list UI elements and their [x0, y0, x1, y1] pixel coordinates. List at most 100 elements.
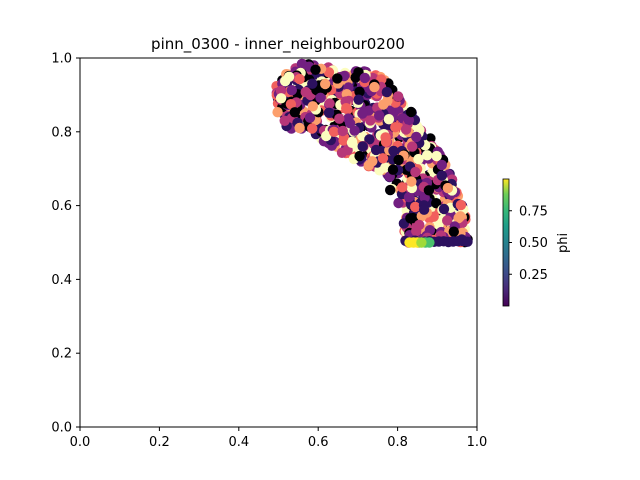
scatter-point	[377, 153, 389, 164]
x-tick-label: 0.8	[387, 435, 408, 450]
scatter-point	[321, 130, 332, 142]
scatter-point	[294, 73, 305, 85]
scatter-point	[403, 191, 415, 203]
colorbar: 0.25 0.50 0.75 phi	[502, 178, 571, 307]
scatter-point	[365, 115, 376, 126]
x-tick-label: 0.2	[149, 435, 170, 450]
scatter-point	[442, 182, 454, 194]
y-axis: 0.0 0.2 0.4 0.6 0.8 1.0	[51, 52, 80, 436]
scatter-point	[286, 85, 297, 96]
scatter-point	[400, 124, 412, 135]
scatter-point	[431, 198, 442, 209]
scatter-point	[397, 182, 408, 193]
scatter-point	[410, 166, 421, 178]
scatter-point	[336, 147, 348, 158]
y-tick-label: 0.6	[51, 199, 72, 214]
scatter-point	[392, 91, 404, 102]
scatter-point	[406, 176, 417, 187]
colorbar-gradient	[502, 178, 510, 307]
x-tick-label: 0.6	[308, 435, 329, 450]
scatter-point	[380, 132, 391, 143]
scatter-point	[307, 123, 318, 134]
scatter-point	[455, 199, 467, 211]
scatter-point	[279, 115, 290, 127]
colorbar-tick-label: 0.75	[519, 204, 548, 219]
plot-area-frame	[79, 57, 478, 428]
y-tick-label: 0.0	[51, 421, 72, 436]
scatter-point	[378, 99, 389, 110]
scatter-point	[337, 125, 348, 137]
scatter-point	[418, 204, 430, 215]
scatter-point	[323, 67, 335, 78]
scatter-point	[405, 106, 417, 118]
scatter-point	[407, 141, 418, 152]
scatter-point	[341, 103, 352, 114]
scatter-point	[359, 72, 370, 84]
chart-title: pinn_0300 - inner_neighbour0200	[151, 35, 405, 54]
colorbar-label: phi	[556, 233, 571, 253]
scatter-point	[387, 164, 399, 175]
scatter-point	[338, 135, 349, 146]
scatter-point	[370, 144, 382, 156]
colorbar-tick-label: 0.50	[519, 236, 548, 251]
x-tick-label: 0.4	[228, 435, 249, 450]
scatter-point-highlight	[416, 237, 427, 248]
colorbar-ticks: 0.25 0.50 0.75	[509, 204, 548, 283]
scatter-point	[328, 126, 340, 137]
scatter-point	[334, 113, 345, 124]
scatter-point	[354, 86, 365, 98]
x-axis: 0.0 0.2 0.4 0.6 0.8 1.0	[70, 427, 488, 450]
scatter-point	[403, 114, 415, 126]
scatter-point	[320, 78, 331, 90]
scatter-point	[323, 107, 335, 119]
scatter-point	[438, 203, 450, 215]
scatter-point	[363, 160, 374, 171]
scatter-point	[275, 85, 287, 97]
y-tick-label: 0.8	[51, 125, 72, 140]
scatter-point	[393, 154, 404, 166]
scatter-point	[369, 81, 380, 93]
colorbar-tick-label: 0.25	[519, 268, 548, 283]
scatter-point	[272, 107, 283, 118]
scatter-point	[422, 150, 433, 161]
scatter-point	[455, 211, 466, 222]
scatter-point	[307, 101, 318, 112]
scatter-point	[296, 58, 308, 70]
scatter-point	[307, 78, 318, 89]
scatter-point	[423, 185, 435, 196]
scatter-point	[357, 141, 368, 152]
scatter-point	[275, 93, 287, 104]
scatter-point	[448, 226, 459, 237]
scatter-point	[346, 137, 358, 148]
scatter-point	[353, 94, 364, 105]
scatter-point	[315, 92, 326, 104]
scatter-point	[300, 86, 311, 98]
scatter-point	[436, 170, 448, 181]
scatter-point	[310, 64, 321, 75]
scatter-point	[413, 153, 424, 165]
scatter-point	[381, 86, 393, 98]
scatter-point	[354, 150, 365, 162]
scatter-point	[383, 114, 395, 125]
scatter-point	[285, 99, 297, 110]
x-tick-label: 1.0	[467, 435, 488, 450]
scatter-point	[364, 134, 375, 145]
scatter-point	[385, 184, 396, 196]
scatter-point	[431, 150, 442, 162]
scatter-point	[410, 201, 421, 213]
points-layer	[271, 58, 473, 248]
scatter-point	[374, 110, 385, 121]
y-tick-label: 1.0	[51, 52, 72, 67]
scatter-point	[349, 125, 360, 136]
scatter-point	[442, 215, 453, 226]
scatter-point	[289, 107, 300, 118]
scatter-point	[390, 122, 401, 133]
scatter-point-highlight	[424, 237, 435, 248]
scatter-point	[332, 73, 343, 84]
scatter-point	[436, 159, 447, 171]
scatter-point	[304, 112, 316, 123]
x-tick-label: 0.0	[70, 435, 91, 450]
y-tick-label: 0.4	[51, 273, 72, 288]
y-tick-label: 0.2	[51, 347, 72, 362]
scatter-point	[462, 236, 473, 247]
